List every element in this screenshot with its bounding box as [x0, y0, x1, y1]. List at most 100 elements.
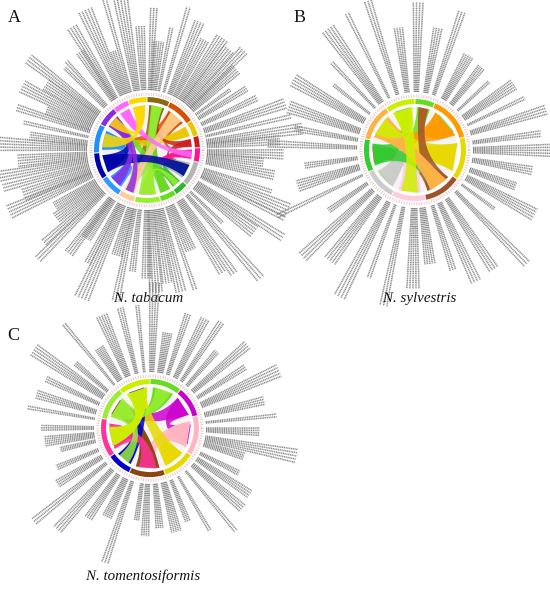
chromosome-segment — [392, 191, 426, 202]
gene-label-line — [184, 47, 230, 104]
gene-label-line — [421, 207, 431, 264]
gene-label-line — [326, 181, 368, 210]
gene-label-line — [206, 156, 264, 165]
gene-label-line — [203, 441, 246, 454]
panel-b-letter: B — [294, 6, 307, 26]
gene-label-line — [23, 169, 91, 196]
gene-label-line — [101, 345, 123, 380]
gene-label-line — [197, 87, 248, 120]
gene-label-line — [20, 88, 94, 125]
gene-label-line — [298, 168, 361, 193]
gene-label-line — [470, 107, 547, 134]
gene-label-line — [135, 305, 145, 373]
gene-label-line — [64, 322, 116, 385]
chromosome-segment — [453, 137, 466, 179]
gene-label-line — [155, 209, 170, 284]
gene-label-line — [326, 194, 380, 260]
gene-label-line — [160, 333, 171, 374]
gene-label-line — [468, 170, 515, 191]
chromosome-segment — [164, 452, 191, 475]
gene-label-line — [197, 181, 284, 239]
gene-label-line — [2, 163, 89, 186]
gene-label-line — [420, 207, 429, 265]
gene-label-line — [75, 53, 113, 103]
gene-label-line — [171, 204, 194, 250]
gene-label-line — [31, 351, 104, 399]
gene-label-line — [101, 480, 132, 563]
gene-label-line — [120, 208, 134, 258]
gene-label-line — [71, 198, 114, 257]
gene-label-line — [379, 206, 403, 306]
gene-label-line — [177, 200, 224, 274]
gene-label-line — [293, 127, 359, 141]
gene-label-line — [44, 112, 91, 131]
gene-label-line — [96, 348, 120, 382]
gene-label-line — [200, 94, 257, 124]
gene-label-line — [328, 182, 368, 212]
gene-label-line — [160, 482, 173, 533]
chromosome-segment — [168, 102, 191, 124]
gene-label-line — [0, 143, 88, 149]
gene-label-line — [152, 282, 161, 373]
gene-label-line — [111, 50, 129, 94]
gene-label-line — [204, 107, 287, 134]
gene-label-line — [398, 27, 409, 93]
gene-label-line — [26, 407, 95, 421]
gene-label-line — [111, 206, 129, 255]
gene-label-line — [44, 436, 95, 447]
gene-label-line — [197, 180, 286, 236]
gene-label-line — [149, 209, 157, 293]
gene-label-line — [194, 185, 256, 233]
gene-label-line — [426, 28, 443, 94]
gene-label-line — [157, 208, 173, 283]
gene-label-line — [423, 207, 434, 264]
gene-label-line — [29, 133, 88, 144]
chord-link — [102, 153, 190, 177]
gene-label-line — [196, 457, 251, 494]
gene-label-line — [386, 206, 406, 307]
gene-label-line — [195, 458, 250, 496]
gene-label-line — [187, 48, 244, 108]
gene-label-line — [59, 439, 96, 449]
chromosome-segment — [193, 135, 200, 148]
gene-label-line — [203, 167, 273, 192]
gene-label-line — [34, 346, 105, 397]
gene-label-line — [158, 27, 174, 92]
gene-label-line — [439, 202, 479, 282]
gene-label-line — [151, 282, 157, 373]
gene-label-line — [178, 200, 226, 272]
gene-label-line — [186, 194, 262, 280]
gene-label-line — [205, 117, 292, 138]
gene-label-line — [290, 81, 365, 123]
gene-label-line — [53, 179, 96, 206]
gene-label-line — [154, 209, 167, 284]
gene-label-line — [107, 481, 135, 565]
gene-label-line — [179, 319, 220, 382]
gene-label-line — [287, 106, 361, 133]
gene-label-line — [2, 164, 90, 189]
gene-label-line — [29, 139, 88, 146]
gene-label-line — [37, 389, 98, 412]
gene-label-line — [406, 207, 413, 289]
gene-label-line — [206, 137, 280, 146]
gene-label-line — [205, 436, 298, 454]
gene-label-line — [29, 136, 88, 145]
gene-label-line — [192, 462, 246, 506]
gene-label-line — [201, 375, 282, 409]
gene-label-line — [102, 476, 125, 516]
gene-label-line — [105, 478, 127, 518]
gene-label-line — [417, 1, 424, 93]
gene-label-line — [451, 67, 484, 106]
gene-label-line — [55, 455, 103, 484]
gene-label-line — [102, 0, 131, 93]
chromosome-ring — [101, 379, 200, 477]
chromosome-segment — [369, 170, 394, 196]
gene-label-line — [206, 134, 280, 145]
gene-label-line — [153, 483, 160, 529]
gene-label-line — [114, 208, 136, 302]
panel-c: C N. tomentosiformis — [0, 281, 299, 592]
gene-label-line — [27, 405, 96, 419]
gene-label-line — [64, 196, 110, 252]
gene-label-line — [166, 206, 198, 290]
gene-label-line — [86, 202, 120, 264]
